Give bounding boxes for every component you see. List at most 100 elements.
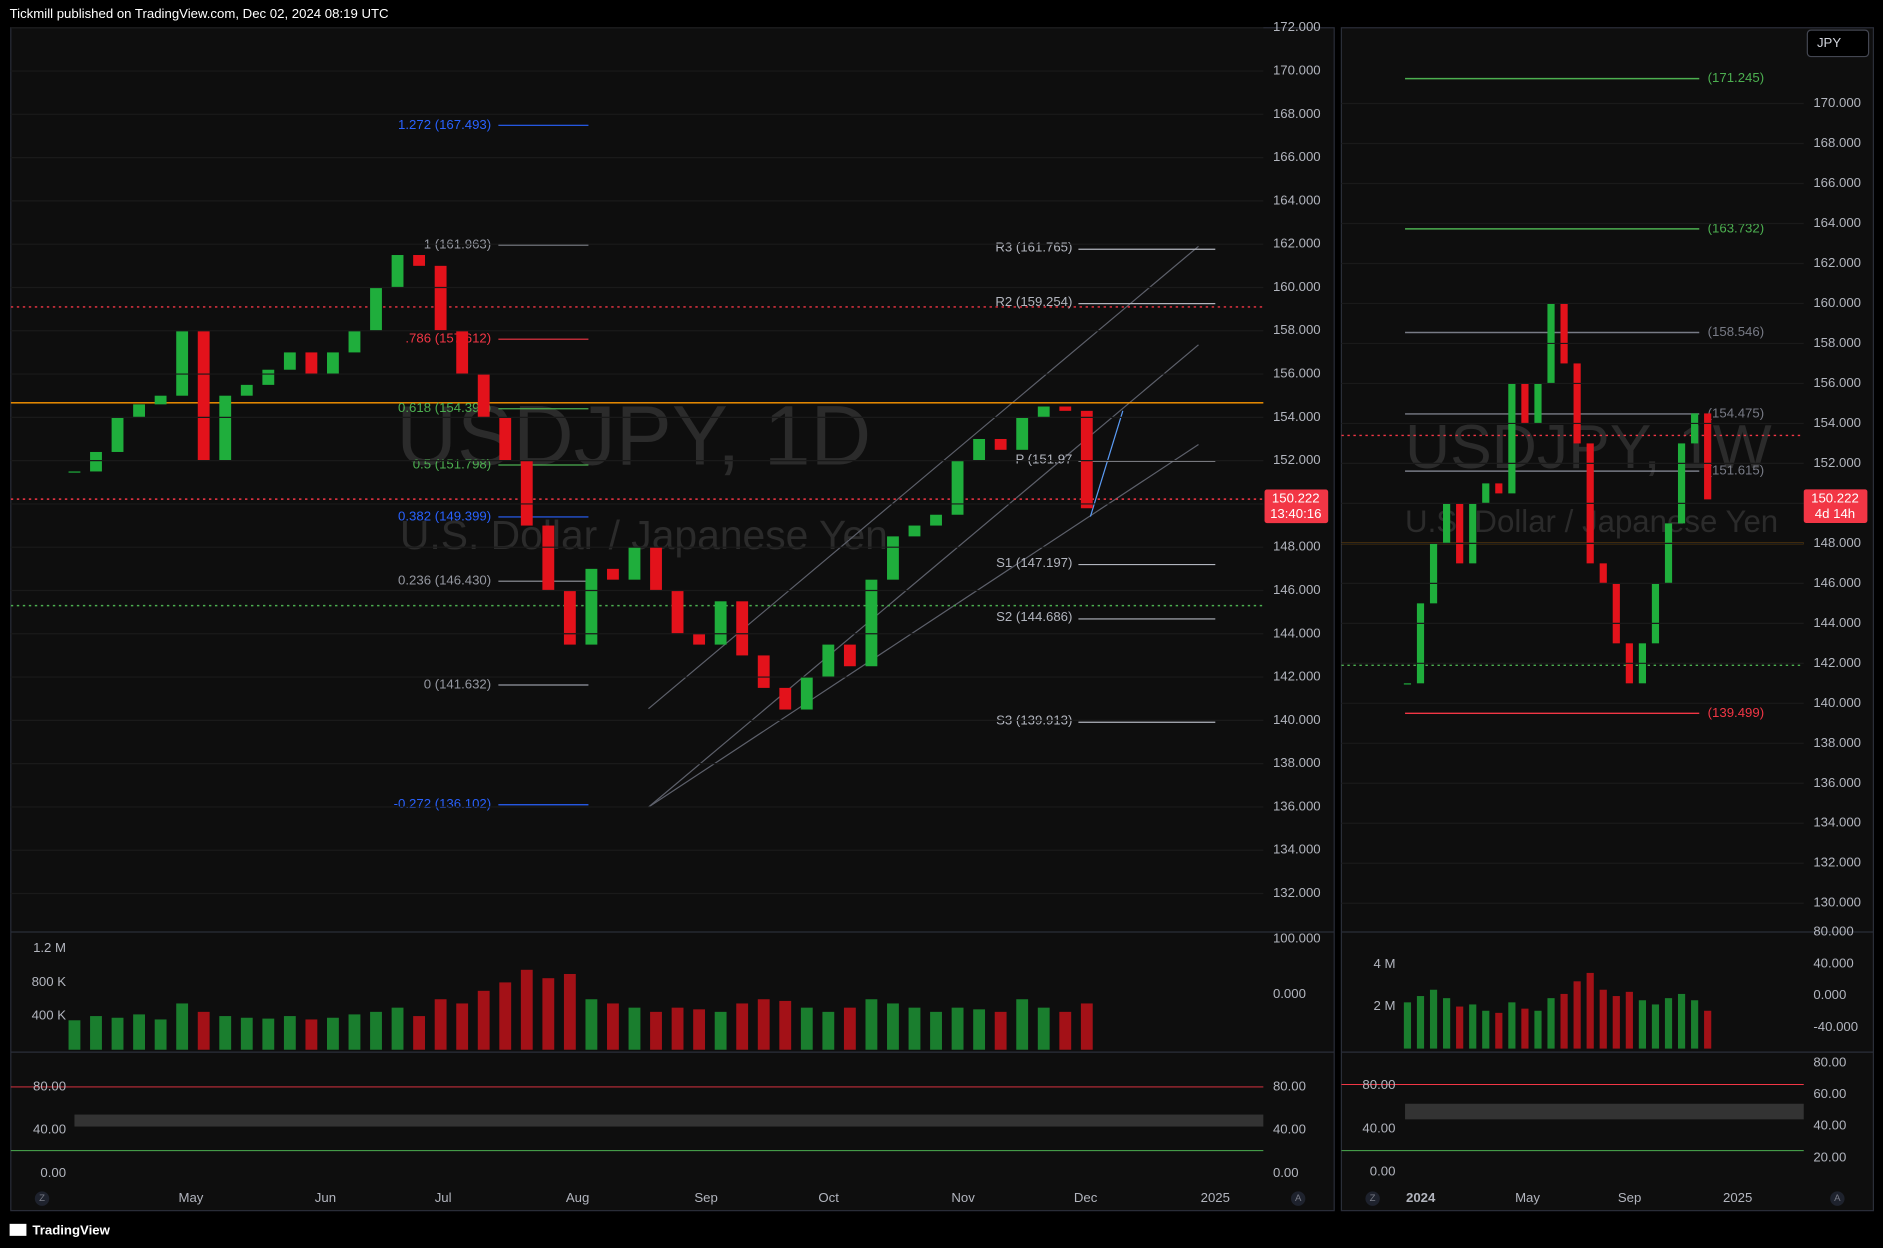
level-label: (154.475) xyxy=(1708,405,1764,420)
auto-scale-label[interactable]: A xyxy=(1295,1193,1302,1204)
volume-bar xyxy=(1586,972,1594,1049)
candle xyxy=(757,655,770,688)
candle xyxy=(1691,413,1699,444)
candle xyxy=(327,352,339,375)
volume-bar xyxy=(607,1003,619,1050)
candle xyxy=(348,330,361,353)
last-price-label: 150.222 xyxy=(1811,490,1859,505)
y-tick-label: 170.000 xyxy=(1273,63,1321,78)
y-tick-label: 132.000 xyxy=(1813,855,1861,870)
volume-bar xyxy=(283,1016,296,1050)
y-tick-label: -40.000 xyxy=(1813,1019,1858,1034)
x-tick-label: 2025 xyxy=(1723,1190,1752,1205)
volume-bar xyxy=(973,1009,986,1050)
x-tick-label: Sep xyxy=(694,1190,717,1205)
volume-bar xyxy=(908,1007,921,1050)
y-tick-label: 134.000 xyxy=(1273,842,1321,857)
y-tick-label: 160.000 xyxy=(1813,295,1861,310)
pivot-label: S2 (144.686) xyxy=(996,609,1072,624)
auto-scale-button[interactable] xyxy=(1830,1191,1845,1206)
auto-scale-label[interactable]: A xyxy=(1834,1193,1841,1204)
auto-scale-button[interactable] xyxy=(1365,1191,1380,1206)
fib-label: 0.5 (151.798) xyxy=(413,456,491,471)
y-tick-label: 80.000 xyxy=(1813,924,1853,939)
candle xyxy=(133,404,145,418)
candle xyxy=(219,395,232,461)
x-tick-label: Oct xyxy=(818,1190,839,1205)
y-tick-label: 80.00 xyxy=(1273,1078,1306,1093)
y-tick-label: 152.000 xyxy=(1273,452,1321,467)
y-tick-label: 2 M xyxy=(1373,998,1395,1013)
candle xyxy=(650,547,662,591)
y-tick-label: 162.000 xyxy=(1273,236,1321,251)
candle xyxy=(908,525,921,537)
candle xyxy=(800,677,813,710)
volume-bar xyxy=(865,999,878,1050)
volume-bar xyxy=(628,1007,641,1050)
volume-bar xyxy=(714,1011,727,1050)
level-label: (163.732) xyxy=(1708,220,1764,235)
y-tick-label: 136.000 xyxy=(1273,798,1321,813)
fib-label: 0.618 (154.397) xyxy=(398,400,491,415)
currency-button[interactable] xyxy=(1806,29,1870,58)
volume-bar xyxy=(327,1017,339,1050)
y-tick-label: 164.000 xyxy=(1273,192,1321,207)
y-tick-label: 130.000 xyxy=(1813,895,1861,910)
y-tick-label: 0.000 xyxy=(1273,986,1306,1001)
logo xyxy=(9,1223,27,1236)
volume-bar xyxy=(1612,996,1620,1049)
volume-bar xyxy=(951,1007,964,1050)
candle xyxy=(714,601,727,645)
volume-bar xyxy=(1416,996,1425,1049)
y-tick-label: 400 K xyxy=(32,1008,67,1023)
publisher: Tickmill published on TradingView.com, D… xyxy=(10,6,389,21)
volume-bar xyxy=(219,1016,232,1050)
candle xyxy=(822,644,835,678)
volume-bar xyxy=(499,982,512,1050)
volume-bar xyxy=(391,1007,404,1050)
y-tick-label: 172.000 xyxy=(1273,19,1321,34)
stoch-mid-band xyxy=(1405,1103,1804,1120)
volume-bar xyxy=(822,1011,835,1050)
x-tick-label: 2025 xyxy=(1201,1190,1230,1205)
auto-scale-label[interactable]: Z xyxy=(39,1193,45,1204)
candle xyxy=(434,265,447,331)
y-tick-label: 0.00 xyxy=(1273,1165,1299,1180)
candle xyxy=(865,579,878,667)
y-tick-label: 136.000 xyxy=(1813,775,1861,790)
volume-bar xyxy=(111,1017,124,1050)
y-tick-label: 170.000 xyxy=(1813,95,1861,110)
candle xyxy=(499,417,512,461)
currency-button-label[interactable]: JPY xyxy=(1817,35,1841,50)
volume-bar xyxy=(1080,1003,1093,1050)
candle xyxy=(779,687,792,710)
candle xyxy=(391,255,404,288)
y-tick-label: 4 M xyxy=(1373,956,1395,971)
volume-bar xyxy=(1704,1010,1712,1049)
y-tick-label: 152.000 xyxy=(1813,455,1861,470)
last-price-box xyxy=(1264,489,1329,524)
candle xyxy=(197,330,210,461)
auto-scale-button[interactable] xyxy=(34,1191,50,1206)
candle xyxy=(1677,443,1686,524)
description-watermark: U.S. Dollar / Japanese Yen xyxy=(400,512,888,558)
fib-label: -0.272 (136.102) xyxy=(394,796,492,811)
volume-bar xyxy=(757,999,770,1050)
auto-scale-label[interactable]: Z xyxy=(1370,1193,1376,1204)
pivot-label: R3 (161.765) xyxy=(995,240,1072,255)
y-tick-label: 158.000 xyxy=(1813,335,1861,350)
candle xyxy=(305,352,318,375)
y-tick-label: 142.000 xyxy=(1273,669,1321,684)
candle xyxy=(973,438,986,461)
candle xyxy=(1573,363,1581,444)
volume-bar xyxy=(1691,1000,1699,1049)
volume-bar xyxy=(779,1000,792,1050)
candle xyxy=(1534,383,1542,424)
volume-bar xyxy=(1508,1002,1516,1049)
auto-scale-button[interactable] xyxy=(1290,1191,1306,1206)
level-label: (158.546) xyxy=(1708,324,1764,339)
volume-bar xyxy=(1016,999,1029,1050)
candle xyxy=(1612,583,1620,644)
y-tick-label: 148.000 xyxy=(1813,535,1861,550)
pivot-label: R2 (159.254) xyxy=(995,294,1072,309)
